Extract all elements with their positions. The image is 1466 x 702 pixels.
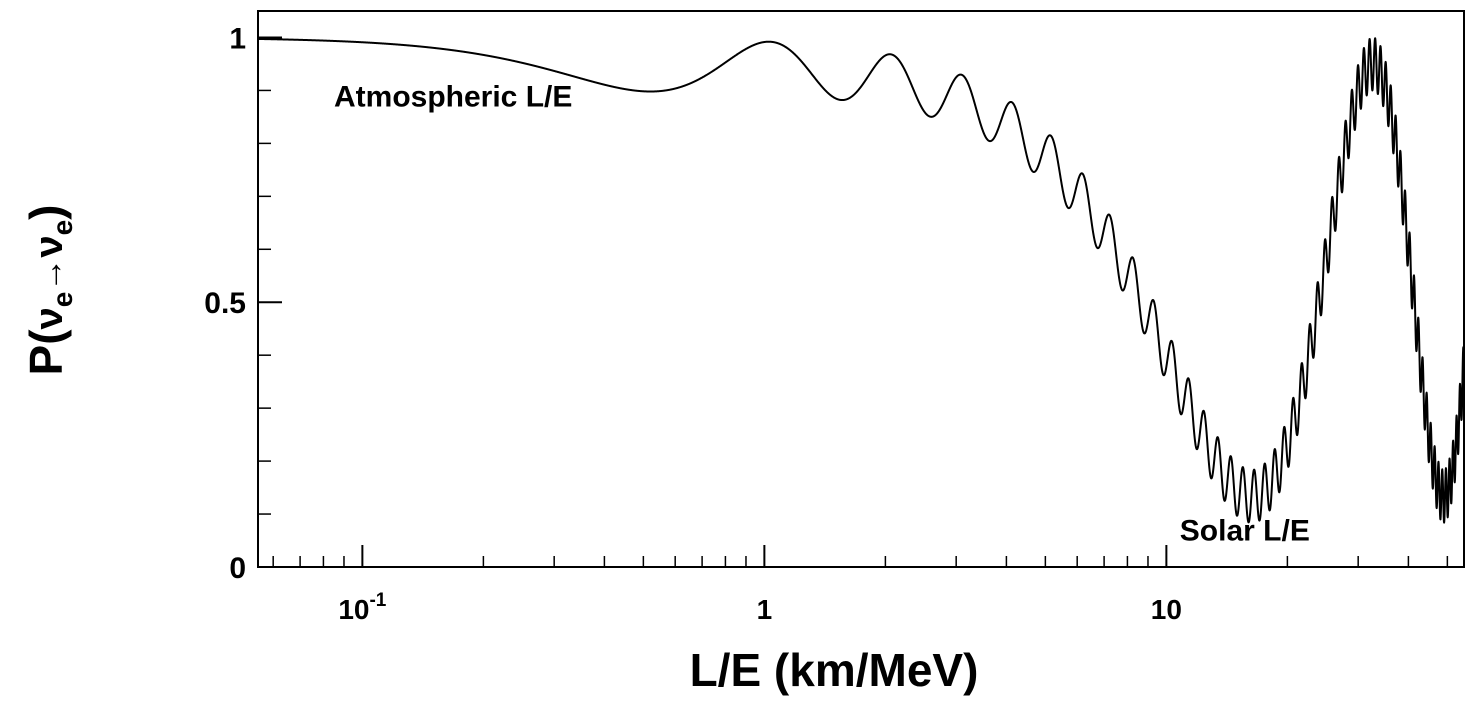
x-tick-base: 10 [1151,594,1182,625]
y-tick-label: 0.5 [204,287,246,320]
y-axis-arrow: → [32,258,70,292]
x-minor-ticks [272,556,1449,567]
y-tick-label: 1 [229,22,246,55]
y-axis-title: P(νe→νe) [20,205,78,376]
y-tick-labels: 00.51 [204,22,246,585]
annotation-solar: Solar L/E [1180,515,1310,548]
x-tick-label: 1 [757,594,773,625]
x-tick-label: 10 [1151,594,1182,625]
x-tick-base: 1 [757,594,773,625]
y-ticks [258,36,282,568]
y-tick-label: 0 [229,552,246,585]
annotation-atmospheric: Atmospheric L/E [334,80,572,113]
plot-frame [257,10,1465,568]
x-major-ticks [361,545,1168,567]
oscillation-curve [257,37,1465,524]
annotations: Atmospheric L/E Solar L/E [334,80,1310,547]
y-axis-prefix: P( [20,329,72,376]
x-tick-label: 10-1 [338,590,386,625]
x-tick-labels: 10-1 1 10 [338,590,1182,625]
x-tick-exponent: -1 [369,590,386,611]
y-axis-sub2: e [47,220,78,236]
x-axis-title: L/E (km/MeV) [690,644,979,696]
x-tick-base: 10 [338,594,369,625]
svg-text:P(νe→νe): P(νe→νe) [20,205,78,376]
y-axis-nu2: ν [27,235,71,257]
y-axis-suffix: ) [20,205,72,220]
y-axis-sub1: e [47,292,78,308]
y-axis-nu1: ν [27,307,71,329]
